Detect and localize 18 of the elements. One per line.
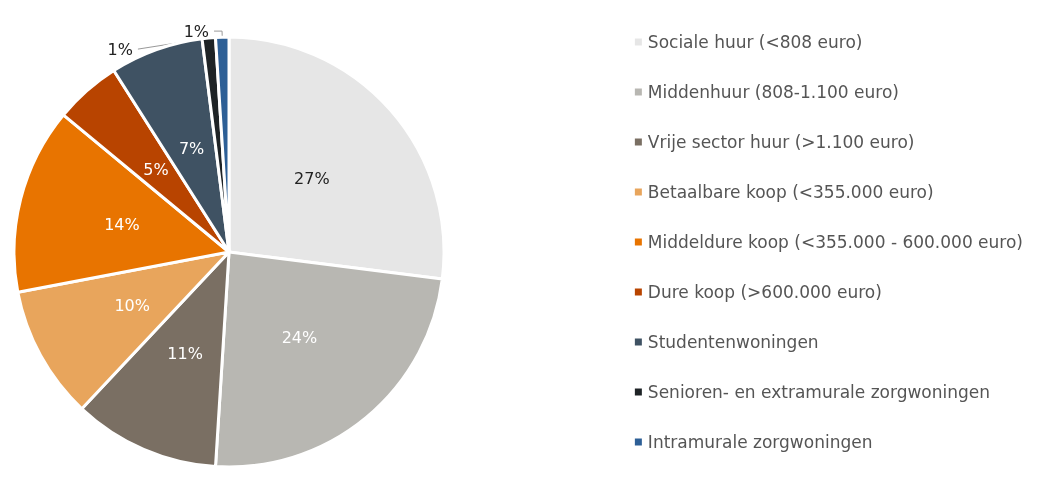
legend-label: Middenhuur (808-1.100 euro)	[647, 82, 899, 102]
data-label: 5%	[143, 159, 169, 179]
data-label: 11%	[167, 343, 203, 363]
data-label: 24%	[281, 327, 318, 347]
data-label: 27%	[294, 169, 330, 189]
legend-label: Vrije sector huur (>1.100 euro)	[647, 132, 915, 152]
data-label: 1%	[183, 21, 210, 41]
legend-label: Studentenwoningen	[647, 332, 819, 352]
legend-label: Senioren- en extramurale zorgwoningen	[647, 382, 991, 402]
legend-label: Betaalbare koop (<355.000 euro)	[647, 182, 934, 202]
data-label: 7%	[178, 138, 205, 158]
data-label: 14%	[104, 215, 140, 235]
data-label: 1%	[107, 39, 133, 59]
legend-label: Sociale huur (<808 euro)	[647, 32, 863, 52]
legend-label: Middeldure koop (<355.000 - 600.000 euro)	[647, 232, 1023, 252]
data-label: 10%	[114, 295, 150, 315]
legend-label: Intramurale zorgwoningen	[647, 432, 873, 452]
legend-label: Dure koop (>600.000 euro)	[647, 282, 882, 302]
